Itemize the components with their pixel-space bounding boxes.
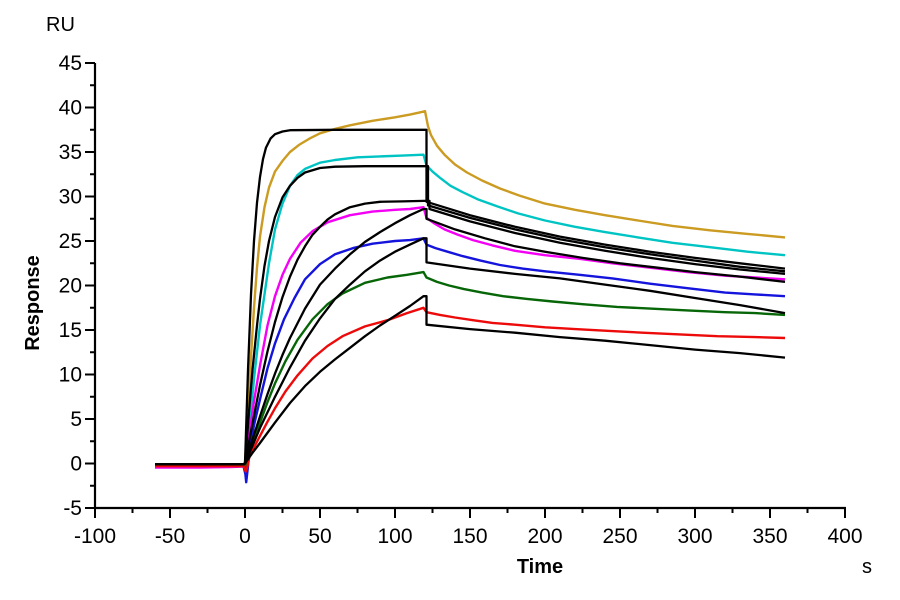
y-tick-label: -5: [63, 497, 82, 520]
y-tick-label: 25: [59, 230, 82, 253]
series-fit-3: [155, 199, 786, 466]
y-tick-label: 35: [59, 141, 82, 164]
x-tick-label: 50: [308, 525, 331, 548]
series-fit-1: [155, 128, 786, 466]
x-tick-label: 150: [452, 525, 487, 548]
series-fit-4: [155, 207, 786, 466]
x-tick-label: 350: [752, 525, 787, 548]
x-tick-label: 300: [677, 525, 712, 548]
y-axis-unit-label: RU: [46, 14, 75, 36]
x-tick-label: 400: [827, 525, 862, 548]
y-tick-label: 20: [59, 275, 82, 298]
y-tick-label: 5: [70, 408, 82, 431]
y-tick-label: 30: [59, 186, 82, 209]
series-fit-5: [155, 237, 786, 466]
x-axis-unit-label: s: [862, 556, 872, 578]
x-tick-label: -50: [155, 525, 185, 548]
y-tick-label: 0: [70, 453, 82, 476]
series-data-red: [155, 306, 786, 473]
x-tick-label: -100: [74, 525, 116, 548]
x-tick-label: 0: [239, 525, 251, 548]
series-data-magenta: [155, 205, 786, 469]
x-tick-label: 100: [377, 525, 412, 548]
axis-lines: [93, 63, 846, 510]
x-tick-label: 250: [602, 525, 637, 548]
x-axis-title: Time: [516, 556, 564, 578]
series-fit-6: [155, 295, 786, 466]
y-tick-label: 15: [59, 319, 82, 342]
y-tick-label: 45: [59, 52, 82, 75]
y-tick-label: 40: [59, 97, 82, 120]
x-tick-label: 200: [527, 525, 562, 548]
series-fit-2: [155, 165, 786, 466]
series-data-dark-yellow: [155, 109, 786, 467]
y-tick-label: 10: [59, 364, 82, 387]
